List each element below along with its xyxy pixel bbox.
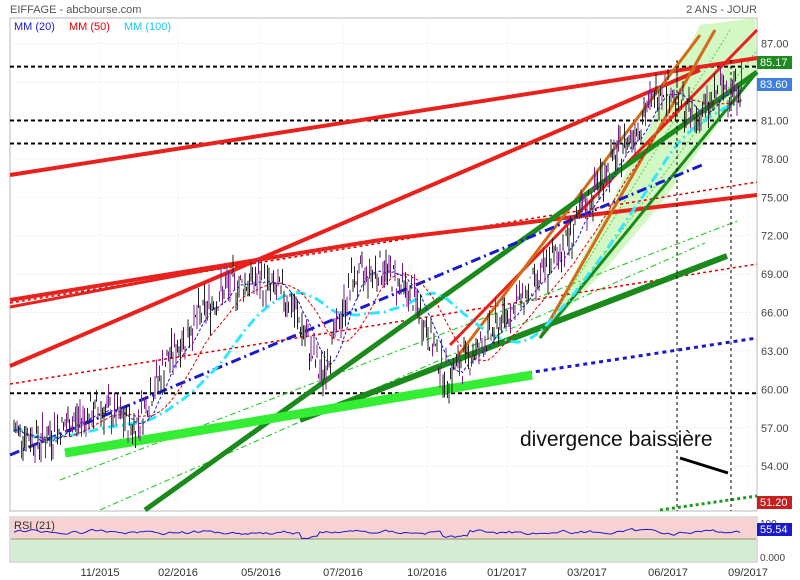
x-tick-label: 09/2017 xyxy=(728,567,768,579)
rsi-tick-0: 0.000 xyxy=(760,553,785,564)
legend-mm20: MM (20) xyxy=(14,21,55,33)
y-tick-label: 81.00 xyxy=(761,115,789,127)
chart-title: EIFFAGE - abcbourse.com xyxy=(10,4,141,16)
x-tick-label: 01/2017 xyxy=(487,567,527,579)
horizontal-levels xyxy=(10,65,757,395)
x-tick-label: 05/2016 xyxy=(241,567,281,579)
rsi-badge: 55.54 xyxy=(757,523,792,536)
svg-text:55.54: 55.54 xyxy=(760,524,788,536)
x-tick-label: 02/2016 xyxy=(158,567,198,579)
legend-mm100: MM (100) xyxy=(124,21,171,33)
x-axis-ticks: 11/2015 02/2016 05/2016 07/2016 10/2016 01/20… xyxy=(81,567,768,579)
svg-text:85.17: 85.17 xyxy=(760,57,788,69)
y-tick-label: 54.00 xyxy=(761,461,789,473)
x-tick-label: 10/2016 xyxy=(407,567,447,579)
y-tick-label: 63.00 xyxy=(761,346,789,358)
y-tick-label: 66.00 xyxy=(761,308,789,320)
green-support-steep xyxy=(143,69,759,513)
chart-period: 2 ANS - JOUR xyxy=(686,4,757,16)
red-trend-steep xyxy=(9,68,701,368)
green-channel-lower xyxy=(538,71,759,339)
price-badge-3: 51.20 xyxy=(757,496,792,509)
y-tick-label: 72.00 xyxy=(761,231,789,243)
red-resistance-2 xyxy=(379,193,758,242)
channel-mid-line-1 xyxy=(539,29,731,339)
y-tick-label: 75.00 xyxy=(761,192,789,204)
y-tick-label: 60.00 xyxy=(761,384,789,396)
orange-channel-line-1 xyxy=(538,29,717,339)
red-dotted-trend-1 xyxy=(9,263,758,385)
rsi-oversold-zone xyxy=(11,540,756,561)
x-tick-label: 06/2017 xyxy=(648,567,688,579)
y-tick-label: 87.00 xyxy=(761,39,789,51)
x-tick-label: 11/2015 xyxy=(81,567,120,579)
green-dotted-bottom xyxy=(659,494,758,512)
lime-support-band xyxy=(64,370,533,458)
red-trend-upper xyxy=(9,56,758,177)
price-bars xyxy=(13,59,742,464)
trend-channel-fill xyxy=(540,18,757,338)
svg-text:83.60: 83.60 xyxy=(760,79,788,91)
y-tick-label: 69.00 xyxy=(761,269,789,281)
rsi-overbought-zone xyxy=(11,518,756,538)
mm50-line xyxy=(13,99,742,439)
y-tick-label: 78.00 xyxy=(761,154,789,166)
x-tick-label: 07/2016 xyxy=(323,567,363,579)
svg-text:51.20: 51.20 xyxy=(760,497,788,509)
y-tick-label: 57.00 xyxy=(761,423,789,435)
price-badge-2: 83.60 xyxy=(757,78,792,91)
price-badge-1: 85.17 xyxy=(757,56,792,69)
x-tick-label: 03/2017 xyxy=(567,567,607,579)
red-resistance-0 xyxy=(9,260,251,309)
mm100-line xyxy=(13,99,743,440)
y-axis-ticks: 87.0084.0081.0078.0075.0072.0069.0066.00… xyxy=(761,39,789,474)
rsi-line xyxy=(13,528,741,540)
divergence-line xyxy=(679,456,729,475)
rsi-label: RSI (21) xyxy=(14,520,55,532)
legend-mm50: MM (50) xyxy=(69,21,110,33)
green-dashdot-line-1 xyxy=(99,242,706,511)
divergence-annotation: divergence baissière xyxy=(520,428,713,451)
green-support-main xyxy=(298,253,729,423)
mm20-line xyxy=(13,89,742,442)
red-resistance-1 xyxy=(9,238,381,302)
